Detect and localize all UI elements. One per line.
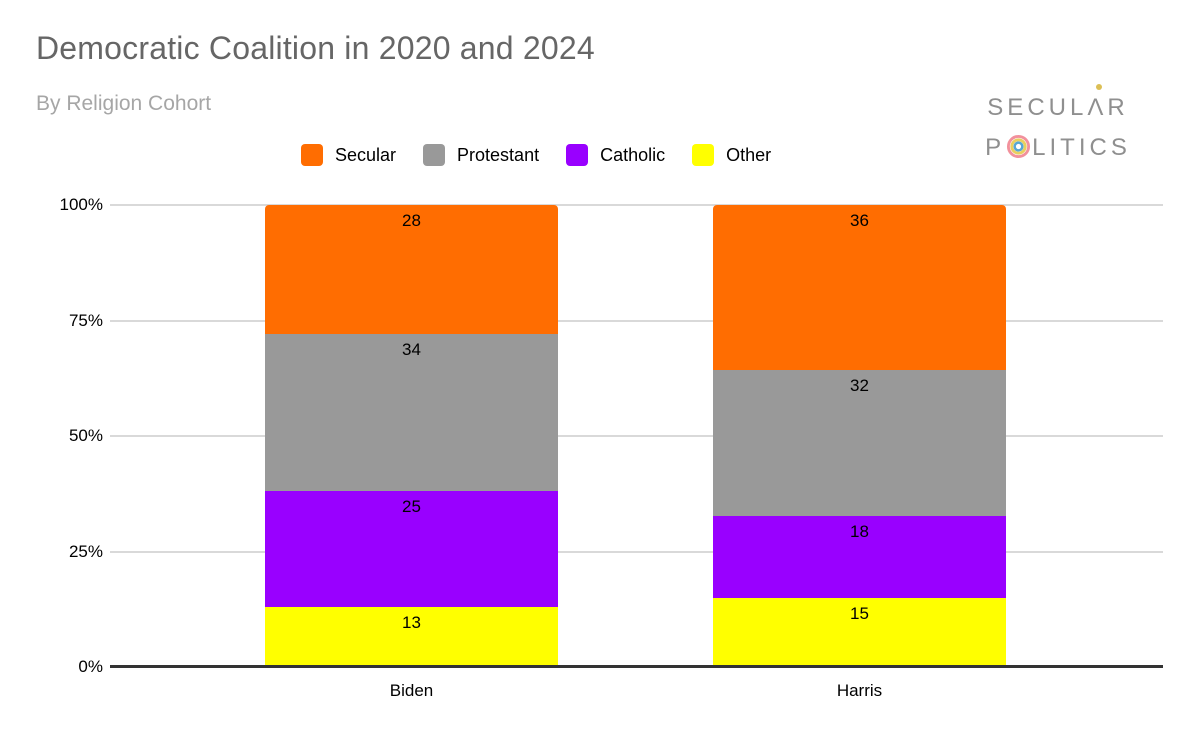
legend-item-other: Other — [692, 144, 771, 166]
bar-segment-biden-secular: 28 — [265, 205, 558, 335]
x-category-label-harris: Harris — [836, 681, 883, 700]
bar-segment-biden-protestant: 34 — [265, 334, 558, 492]
bar-biden: 28 34 25 13 — [265, 205, 558, 667]
bar-segment-harris-protestant: 32 — [713, 369, 1006, 517]
segment-value-label: 28 — [402, 211, 421, 230]
segment-value-label: 36 — [850, 211, 869, 230]
legend-label: Catholic — [600, 144, 666, 165]
segment-value-label: 32 — [850, 375, 869, 395]
plot-area: 28 34 25 13 36 32 18 15 — [110, 204, 1163, 668]
chart-subtitle: By Religion Cohort — [36, 92, 212, 115]
segment-value-label: 15 — [850, 604, 869, 624]
gridline-75 — [110, 319, 1163, 322]
chart-title: Democratic Coalition in 2020 and 2024 — [36, 30, 595, 66]
legend-swatch-other — [692, 144, 715, 166]
brand-line-secular: SECUL ΛR — [968, 84, 1148, 128]
legend-item-catholic: Catholic — [566, 144, 665, 166]
y-tick-label-0: 0% — [78, 657, 103, 676]
legend-label: Other — [726, 144, 772, 165]
y-tick-label-50: 50% — [68, 426, 103, 445]
brand-a-glyph: Λ — [1087, 94, 1108, 121]
gridline-100 — [110, 204, 1163, 206]
gridline-0 — [110, 665, 1163, 668]
gridline-25 — [110, 550, 1163, 553]
bar-harris: 36 32 18 15 — [713, 205, 1006, 667]
brand-text-r: R — [1107, 94, 1129, 121]
y-tick-label-25: 25% — [68, 541, 103, 561]
segment-value-label: 18 — [850, 522, 869, 542]
bar-segment-biden-other: 13 — [265, 606, 558, 667]
legend-swatch-catholic — [566, 144, 589, 166]
segment-value-label: 34 — [402, 340, 421, 360]
bar-segment-biden-catholic: 25 — [265, 491, 558, 607]
legend-swatch-secular — [301, 144, 323, 166]
y-tick-label-75: 75% — [68, 310, 103, 330]
legend-label: Secular — [335, 144, 397, 165]
legend-item-secular: Secular — [301, 144, 396, 166]
legend-swatch-protestant — [423, 144, 446, 166]
brand-logo: SECUL ΛR P LITICS — [968, 84, 1148, 168]
brand-text-litics: LITICS — [1032, 134, 1131, 161]
bar-segment-harris-catholic: 18 — [713, 516, 1006, 599]
x-category-label-biden: Biden — [389, 681, 434, 700]
legend-label: Protestant — [457, 144, 540, 165]
segment-value-label: 13 — [402, 612, 421, 632]
brand-line-politics: P LITICS — [968, 128, 1148, 168]
brand-a-dot-icon — [1096, 84, 1103, 90]
brand-ring-o-icon — [1007, 134, 1031, 159]
bar-segment-harris-secular: 36 — [713, 205, 1006, 370]
legend-item-protestant: Protestant — [423, 144, 539, 166]
legend: Secular Protestant Catholic Other — [301, 144, 771, 166]
segment-value-label: 25 — [402, 497, 421, 517]
brand-text-secul: SECUL — [987, 94, 1088, 121]
y-tick-label-100: 100% — [59, 195, 103, 214]
gridline-50 — [110, 435, 1163, 437]
brand-text-p: P — [985, 134, 1006, 161]
brand-letter-a: Λ — [1087, 84, 1108, 128]
bar-segment-harris-other: 15 — [713, 598, 1006, 667]
